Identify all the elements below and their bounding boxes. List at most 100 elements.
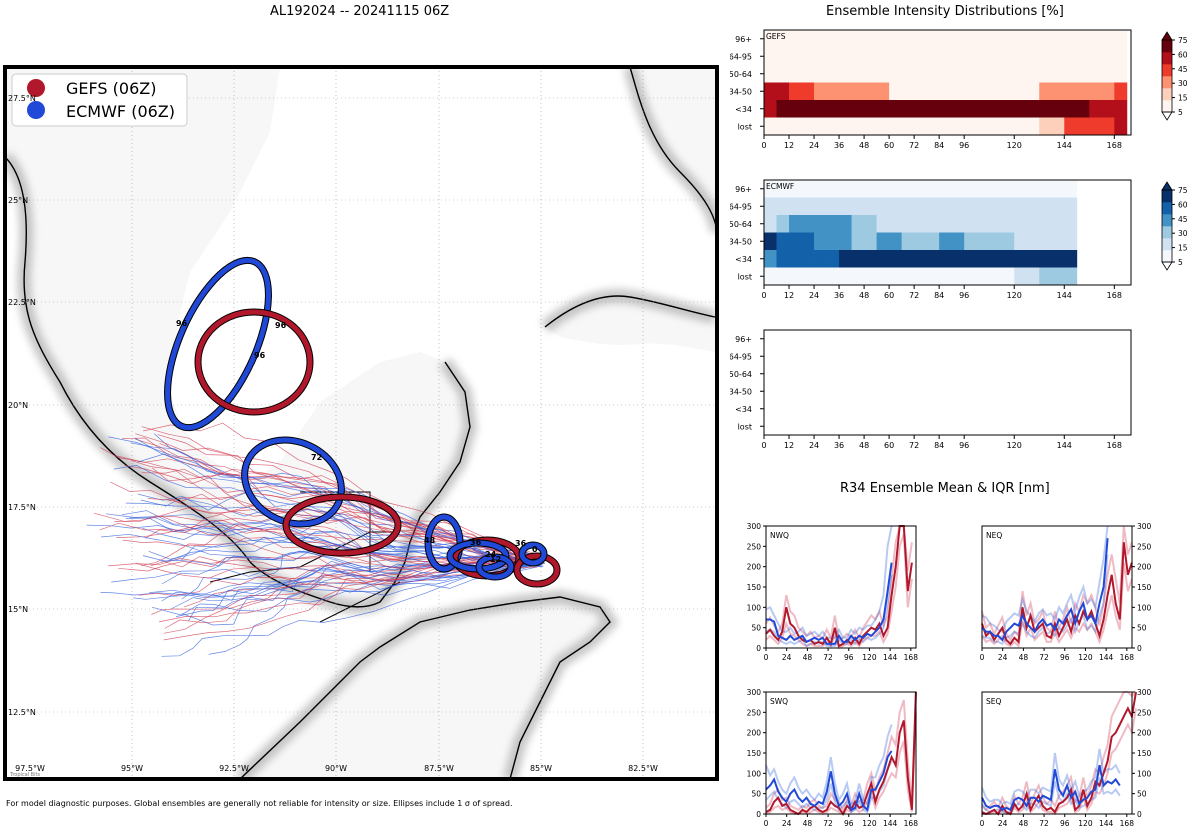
heat-cell	[901, 267, 915, 286]
heat-cell	[826, 100, 840, 118]
colorbar-swatch	[1162, 190, 1172, 203]
heat-cell	[1064, 65, 1078, 83]
gefs-track	[151, 560, 537, 615]
heat-cell	[914, 82, 928, 101]
heat-cell	[1064, 232, 1078, 251]
heat-cell	[876, 232, 890, 251]
x-tick-label: 48	[859, 141, 869, 150]
y-tick-label: 100	[747, 603, 762, 612]
heat-cell	[851, 250, 865, 268]
heat-cell	[864, 100, 878, 118]
colorbar-swatch	[1162, 238, 1172, 251]
x-tick-label: 96	[959, 291, 969, 300]
heat-cell	[1114, 47, 1128, 66]
colorbar-swatch	[1162, 40, 1172, 53]
x-tick-label: 168	[904, 819, 919, 828]
heat-cell	[1051, 232, 1065, 251]
x-tick-label: 96	[959, 141, 969, 150]
heat-cell	[876, 215, 890, 233]
heat-cell	[801, 82, 815, 101]
y-tick-label: 300	[1137, 522, 1152, 531]
heat-cell	[926, 117, 940, 136]
heat-cell	[1076, 30, 1090, 48]
heat-cell	[964, 100, 978, 118]
x-tick-label: 144	[1057, 141, 1072, 150]
heat-cell	[814, 65, 827, 83]
heat-cell	[776, 250, 790, 268]
x-tick-label: 120	[1007, 141, 1022, 150]
lat-label: 22.5°N	[8, 298, 36, 307]
heat-cell	[926, 47, 940, 66]
heat-cell	[839, 117, 852, 136]
gefs-q1-line	[981, 562, 1133, 649]
gefs-track	[145, 524, 537, 563]
ellipse-label: 12	[490, 555, 501, 564]
heat-cell	[1039, 180, 1053, 198]
credit-text: Tropical Bits	[9, 772, 40, 778]
ecmwf-track	[101, 533, 538, 561]
heat-cell	[914, 197, 928, 216]
heat-cell	[851, 82, 865, 101]
heat-cell	[976, 30, 990, 48]
footnote: For model diagnostic purposes. Global en…	[6, 799, 513, 808]
heat-cell	[839, 30, 852, 48]
heat-cell	[1026, 250, 1040, 268]
r34-panel-nwq: 0 24 48 72 96 120 144 168 0 50 100 150 200 250 300 NWQ	[747, 522, 919, 662]
heat-cell	[1089, 117, 1103, 136]
lat-label: 17.5°N	[8, 503, 36, 512]
x-tick-label: 48	[1019, 819, 1029, 828]
heat-cell	[864, 47, 878, 66]
heat-cell	[839, 215, 852, 233]
heat-cell	[839, 47, 852, 66]
x-tick-label: 96	[1060, 653, 1070, 662]
heat-cell	[851, 30, 865, 48]
heat-cell	[776, 180, 790, 198]
heat-cell	[789, 47, 802, 66]
heat-cell	[789, 82, 802, 101]
heat-cell	[914, 215, 928, 233]
heat-cell	[914, 180, 928, 198]
heat-cell	[989, 30, 1003, 48]
x-tick-label: 48	[859, 291, 869, 300]
heat-cell	[764, 65, 777, 83]
heat-cell	[814, 100, 827, 118]
heat-cell	[864, 232, 878, 251]
heat-cell	[1039, 47, 1053, 66]
ecmwf-q1-line	[765, 574, 893, 648]
heat-cell	[964, 47, 978, 66]
heat-cell	[1089, 65, 1103, 83]
x-tick-label: 144	[1099, 653, 1114, 662]
heat-cell	[926, 232, 940, 251]
heat-cell	[1026, 82, 1040, 101]
heat-cell	[764, 180, 777, 198]
heat-cell	[851, 100, 865, 118]
x-tick-label: 0	[761, 141, 766, 150]
row-label: 96+	[735, 335, 752, 344]
heat-cell	[939, 215, 953, 233]
colorbar-tick: 30	[1178, 79, 1188, 88]
heat-cell	[1014, 250, 1028, 268]
x-tick-label: 96	[844, 653, 854, 662]
ellipse-label: 48	[424, 536, 436, 545]
heat-cell	[876, 65, 890, 83]
heat-cell	[964, 215, 978, 233]
heat-cell	[901, 117, 915, 136]
y-tick-label: 100	[747, 769, 762, 778]
row-label: <34	[735, 255, 752, 264]
x-tick-label: 168	[1107, 441, 1122, 450]
heat-cell	[939, 82, 953, 101]
ecmwf-q1-line	[981, 777, 1121, 814]
heat-cell	[864, 82, 878, 101]
x-tick-label: 60	[884, 441, 894, 450]
heat-cell	[1076, 100, 1090, 118]
heat-cell	[951, 232, 965, 251]
row-label: 34-50	[730, 387, 752, 396]
ellipse-label: 96	[176, 319, 188, 328]
heat-cell	[976, 117, 990, 136]
gefs-mean-line	[765, 525, 913, 648]
row-label: 96+	[735, 35, 752, 44]
heat-cell	[801, 65, 815, 83]
colorbar-tick: 45	[1178, 215, 1188, 224]
heat-cell	[951, 82, 965, 101]
heat-cell	[801, 215, 815, 233]
